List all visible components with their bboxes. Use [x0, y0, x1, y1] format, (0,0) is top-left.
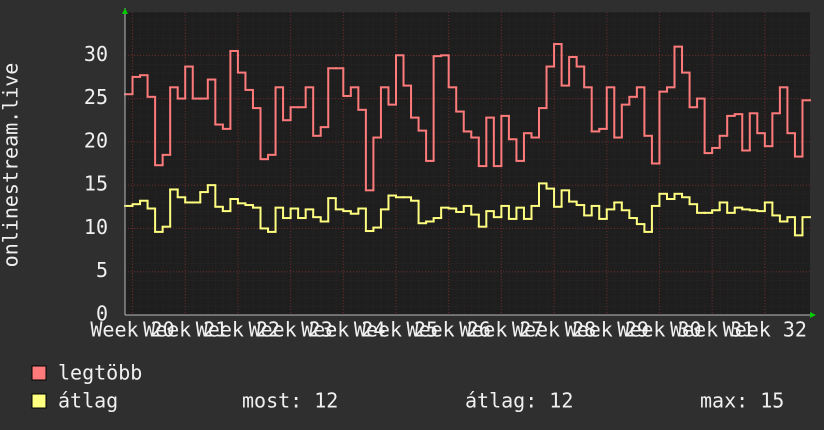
x-tick-label: Week 31: [670, 318, 754, 342]
x-tick-label: Week 27: [459, 318, 543, 342]
grid: [125, 12, 810, 316]
x-tick-label: Week 28: [512, 318, 596, 342]
x-tick-label: Week 20: [90, 318, 174, 342]
x-tick-label: Week 23: [248, 318, 332, 342]
x-tick-label: Week 26: [407, 318, 491, 342]
minor-grid: [125, 12, 810, 315]
legend: legtöbb átlag most: 12 átlag: 12 max: 15: [31, 361, 784, 413]
y-tick-label: 5: [96, 258, 108, 282]
legend-swatch: [31, 393, 47, 409]
legend-swatch: [31, 365, 47, 381]
y-arrow: [122, 8, 128, 14]
x-tick-label: Week 32: [723, 318, 807, 342]
y-tick-label: 25: [84, 85, 108, 109]
x-arrow: [810, 312, 816, 318]
lines: [124, 43, 811, 237]
x-tick-label: Week 29: [565, 318, 649, 342]
legend-label: legtöbb: [58, 361, 142, 385]
y-tick-label: 30: [84, 42, 108, 66]
legend-stat: most: 12: [242, 389, 338, 413]
x-tick-label: Week 24: [301, 318, 385, 342]
legend-stat: átlag: 12: [465, 389, 573, 413]
legend-stat: max: 15: [700, 389, 784, 413]
y-tick-label: 0: [96, 302, 108, 326]
y-tick-label: 20: [84, 128, 108, 152]
y-tick-label: 15: [84, 172, 108, 196]
x-tick-label: Week 22: [196, 318, 280, 342]
x-tick-label: Week 21: [143, 318, 227, 342]
x-tick-label: Week 30: [617, 318, 701, 342]
legend-label: átlag: [58, 389, 118, 413]
x-tick-label: Week 25: [354, 318, 438, 342]
y-axis-label: onlinestream.live: [0, 63, 23, 268]
y-tick-label: 10: [84, 215, 108, 239]
